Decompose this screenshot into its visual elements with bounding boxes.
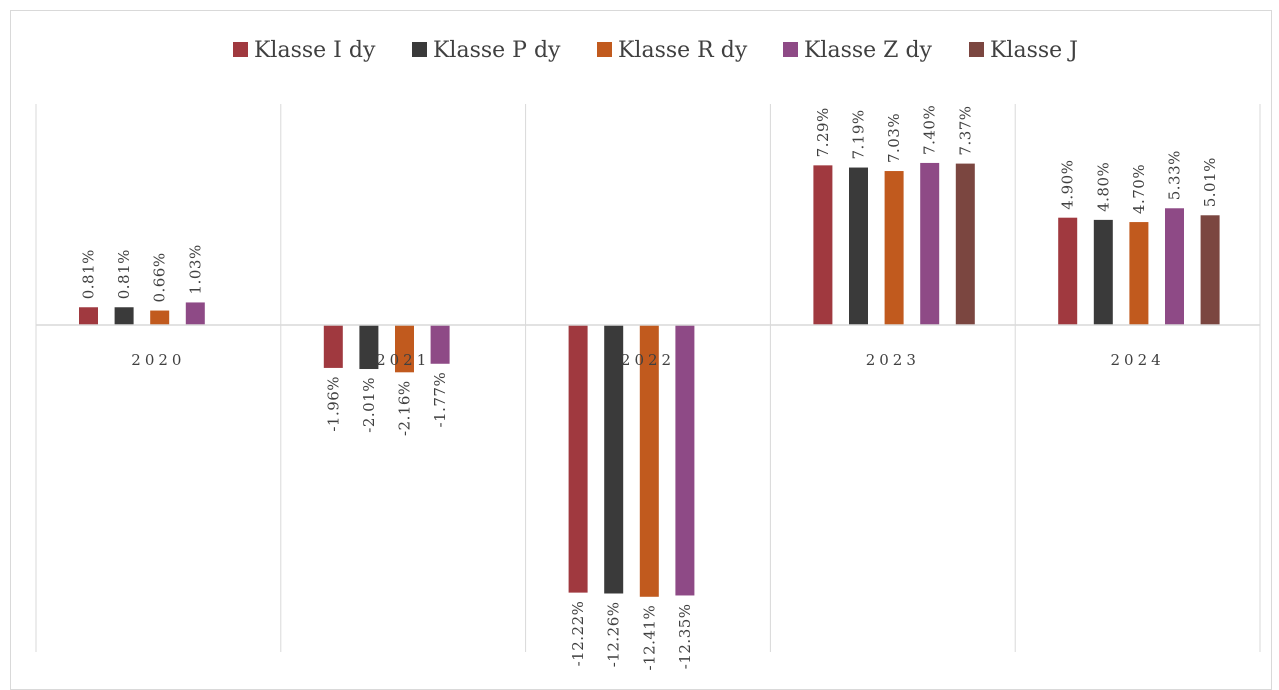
tick-label-2021: 2021 <box>376 351 430 369</box>
category-axis-labels: 2020 2021 2022 2023 2024 <box>131 351 1165 369</box>
tick-label-2020: 2020 <box>131 351 185 369</box>
bar-2020-2 <box>114 307 134 325</box>
bar-2021-4 <box>430 325 450 364</box>
bar-2021-2 <box>359 325 379 370</box>
data-label-2024-2: 4.80% <box>1094 162 1112 212</box>
bar-2022-4 <box>675 325 695 596</box>
data-label-2023-4: 7.40% <box>921 105 939 155</box>
tick-label-2024: 2024 <box>1111 351 1165 369</box>
data-label-2022-1: -12.22% <box>569 601 587 667</box>
bar-2020-1 <box>79 307 98 325</box>
bar-2024-1 <box>1058 217 1078 325</box>
data-label-2023-2: 7.19% <box>850 109 868 159</box>
data-labels: 0.81% 0.81% 0.66% 1.03% -1.96% -2.01% -2.16% -1… <box>80 105 1220 671</box>
bar-2020-4 <box>185 302 205 325</box>
legend-swatch-5 <box>969 42 984 57</box>
data-label-2024-4: 5.33% <box>1166 150 1184 200</box>
legend: Klasse I dy Klasse P dy Klasse R dy Klasse … <box>233 38 1078 63</box>
data-label-2021-1: -1.96% <box>324 376 342 432</box>
bar-2023-3 <box>884 171 904 325</box>
bar-2022-1 <box>568 325 588 593</box>
data-label-2020-3: 0.66% <box>151 252 169 302</box>
legend-swatch-3 <box>597 42 612 57</box>
bar-2023-1 <box>813 165 833 325</box>
data-label-2021-2: -2.01% <box>360 377 378 433</box>
data-label-2023-1: 7.29% <box>814 107 832 157</box>
data-label-2024-5: 5.01% <box>1201 157 1219 207</box>
bar-2022-3 <box>639 325 659 597</box>
legend-label-3: Klasse R dy <box>618 38 748 63</box>
legend-label-4: Klasse Z dy <box>804 38 933 63</box>
data-label-2020-4: 1.03% <box>186 244 204 294</box>
bar-2022-2 <box>604 325 624 594</box>
bar-2024-4 <box>1165 208 1184 325</box>
bar-chart: Klasse I dy Klasse P dy Klasse R dy Klasse … <box>35 38 1261 671</box>
gridlines <box>35 104 1261 652</box>
legend-swatch-2 <box>412 42 427 57</box>
bar-2024-3 <box>1129 222 1149 325</box>
legend-swatch-1 <box>233 42 248 57</box>
data-label-2022-2: -12.26% <box>605 601 623 667</box>
bar-2021-1 <box>323 325 343 368</box>
bar-2023-5 <box>955 163 975 325</box>
data-label-2023-5: 7.37% <box>956 105 974 155</box>
tick-label-2023: 2023 <box>866 351 920 369</box>
bar-2024-5 <box>1200 215 1220 325</box>
data-label-2021-3: -2.16% <box>396 380 414 436</box>
bar-2021-3 <box>395 325 414 373</box>
data-label-2020-2: 0.81% <box>115 249 133 299</box>
legend-label-1: Klasse I dy <box>254 38 376 63</box>
data-label-2023-3: 7.03% <box>885 113 903 163</box>
tick-label-2022: 2022 <box>621 351 675 369</box>
legend-swatch-4 <box>783 42 798 57</box>
data-label-2022-3: -12.41% <box>640 605 658 671</box>
data-label-2024-3: 4.70% <box>1130 164 1148 214</box>
bar-2020-3 <box>150 310 170 325</box>
data-label-2024-1: 4.90% <box>1059 160 1077 210</box>
bars <box>79 162 1220 597</box>
data-label-2021-4: -1.77% <box>431 372 449 428</box>
data-label-2022-4: -12.35% <box>676 603 694 669</box>
bar-2023-2 <box>849 167 868 325</box>
bar-2023-4 <box>920 162 940 325</box>
legend-label-5: Klasse J <box>990 38 1078 63</box>
legend-label-2: Klasse P dy <box>433 38 561 63</box>
data-label-2020-1: 0.81% <box>80 249 98 299</box>
bar-2024-2 <box>1093 219 1113 325</box>
